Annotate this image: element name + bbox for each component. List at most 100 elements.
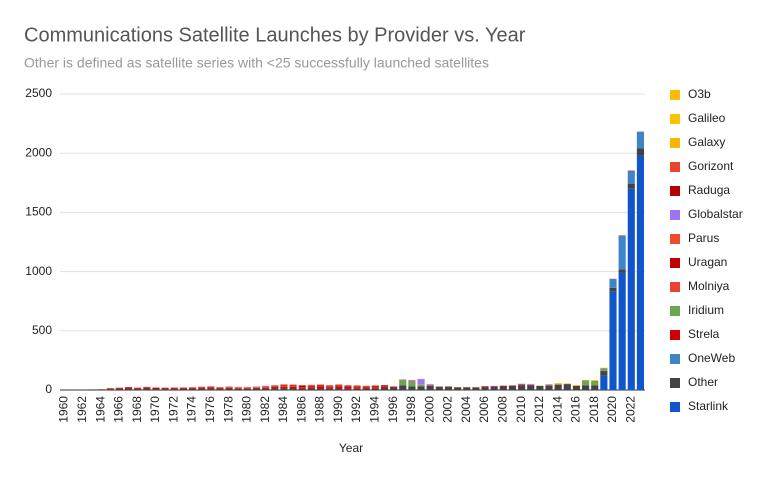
- bar-segment: [326, 387, 334, 389]
- legend-label: OneWeb: [688, 351, 735, 365]
- bar-segment: [408, 381, 416, 387]
- bar-segment: [307, 388, 315, 390]
- bar-segment: [271, 386, 279, 389]
- bar-segment: [207, 388, 215, 390]
- bar-segment: [426, 384, 434, 386]
- bar-segment: [216, 388, 224, 390]
- x-tick-label: 2000: [422, 396, 436, 423]
- x-tick-label: 1992: [349, 396, 363, 423]
- legend-label: Parus: [688, 231, 719, 245]
- bar-segment: [225, 388, 233, 390]
- bar-segment: [243, 388, 251, 389]
- bar-segment: [600, 375, 608, 390]
- bar-segment: [243, 388, 251, 390]
- legend-swatch: [670, 162, 680, 172]
- bar-segment: [390, 386, 398, 388]
- bar-segment: [527, 384, 535, 385]
- x-tick-label: 2010: [514, 396, 528, 423]
- legend-label: Galileo: [688, 111, 726, 125]
- bar-segment: [490, 386, 498, 388]
- bar-segment: [353, 388, 361, 390]
- legend-label: Other: [688, 375, 718, 389]
- bar-segment: [280, 388, 288, 390]
- bar-segment: [207, 386, 215, 388]
- x-tick-label: 1960: [57, 396, 71, 423]
- x-axis-title: Year: [339, 441, 363, 455]
- bar-segment: [563, 384, 571, 390]
- x-tick-label: 2006: [477, 396, 491, 423]
- legend-label: Iridium: [688, 303, 724, 317]
- bar-segment: [518, 384, 526, 386]
- bar-segment: [344, 385, 352, 387]
- legend-label: Raduga: [688, 183, 730, 197]
- bar-segment: [472, 387, 480, 390]
- bar-segment: [252, 388, 261, 390]
- bar-segment: [262, 388, 270, 390]
- x-tick-label: 1976: [203, 396, 217, 423]
- y-tick-label: 2500: [25, 86, 52, 100]
- bar-segment: [399, 379, 407, 386]
- bar-segment: [335, 386, 343, 389]
- legend-swatch: [670, 90, 680, 100]
- bar-segment: [216, 387, 224, 389]
- x-tick-label: 1972: [166, 396, 180, 423]
- bar-segment: [371, 386, 379, 388]
- x-tick-label: 2002: [441, 396, 455, 423]
- bar-segment: [225, 387, 233, 389]
- bar-segment: [600, 368, 608, 371]
- bar-segment: [344, 388, 352, 390]
- bar-segment: [106, 388, 114, 390]
- bar-segment: [307, 387, 315, 389]
- legend-label: Gorizont: [688, 159, 734, 173]
- bar-segment: [627, 183, 635, 189]
- bar-segment: [188, 387, 197, 389]
- bar-segment: [170, 389, 178, 390]
- bar-segment: [600, 370, 608, 372]
- bar-segment: [188, 388, 197, 390]
- bar-segment: [298, 387, 306, 389]
- bar-segment: [600, 371, 608, 376]
- bar-segment: [636, 131, 644, 149]
- bar-segment: [326, 388, 334, 390]
- x-tick-label: 2016: [569, 396, 583, 423]
- legend-label: Uragan: [688, 255, 727, 269]
- x-tick-label: 2014: [550, 396, 564, 423]
- bar-segment: [609, 279, 617, 288]
- legend-label: O3b: [688, 87, 711, 101]
- x-tick-label: 1990: [331, 396, 345, 423]
- bar-segment: [527, 385, 535, 390]
- x-tick-label: 1986: [294, 396, 308, 423]
- bar-segment: [618, 269, 626, 273]
- bar-segment: [316, 386, 325, 389]
- bar-segment: [115, 387, 123, 389]
- bar-segment: [591, 385, 599, 390]
- x-tick-label: 2004: [459, 396, 473, 423]
- legend-swatch: [670, 330, 680, 340]
- x-tick-label: 2012: [532, 396, 546, 423]
- x-tick-label: 2018: [587, 396, 601, 423]
- bar-segment: [353, 387, 361, 389]
- bar-segment: [298, 385, 306, 388]
- bar-segment: [198, 388, 206, 390]
- bar-segment: [508, 385, 517, 390]
- bar-segment: [463, 387, 471, 390]
- bar-segment: [518, 385, 526, 390]
- bar-segment: [591, 381, 599, 386]
- x-tick-label: 2020: [605, 396, 619, 423]
- x-tick-label: 1998: [404, 396, 418, 423]
- bar-segment: [271, 388, 279, 390]
- y-tick-label: 2000: [25, 145, 52, 159]
- bar-segment: [152, 389, 160, 390]
- y-tick-label: 500: [32, 323, 52, 337]
- bar-segment: [499, 385, 507, 387]
- bar-segment: [124, 388, 133, 390]
- chart-title: Communications Satellite Launches by Pro…: [24, 24, 526, 46]
- x-tick-label: 1962: [75, 396, 89, 423]
- bar-segment: [417, 379, 425, 385]
- legend-swatch: [670, 210, 680, 220]
- legend-swatch: [670, 282, 680, 292]
- bar-segment: [170, 387, 178, 389]
- bar-segment: [490, 387, 498, 390]
- bar-segment: [124, 387, 133, 389]
- x-tick-label: 1964: [93, 396, 107, 423]
